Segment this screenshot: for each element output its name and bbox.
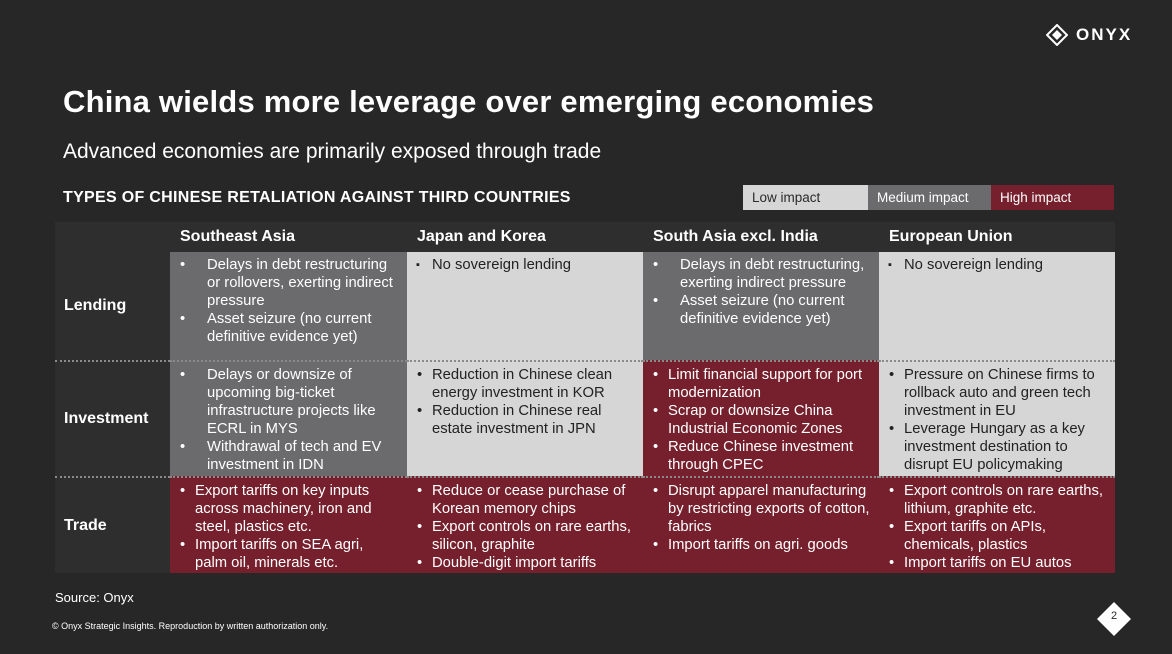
- bullet-item: Disrupt apparel manufacturing by restric…: [651, 482, 871, 536]
- bullet-list: Export tariffs on key inputs across mach…: [178, 482, 399, 572]
- matrix-cell: Export controls on rare earths, lithium,…: [879, 476, 1115, 573]
- bullet-list: Delays in debt restructuring, exerting i…: [651, 256, 871, 328]
- copyright-note: © Onyx Strategic Insights. Reproduction …: [52, 621, 329, 631]
- bullet-item: Export controls on rare earths, silicon,…: [415, 518, 635, 554]
- bullet-item: Import tariffs on SEA agri, palm oil, mi…: [178, 536, 399, 572]
- matrix-cell: No sovereign lending: [879, 252, 1115, 360]
- bullet-list: Pressure on Chinese firms to rollback au…: [887, 366, 1107, 474]
- bullet-list: Delays in debt restructuring or rollover…: [178, 256, 399, 346]
- bullet-list: Reduction in Chinese clean energy invest…: [415, 366, 635, 438]
- legend-high-impact: High impact: [991, 185, 1114, 210]
- bullet-item: Withdrawal of tech and EV investment in …: [178, 438, 399, 474]
- column-header: European Union: [879, 222, 1115, 252]
- bullet-item: Export tariffs on APIs, chemicals, plast…: [887, 518, 1107, 554]
- legend-medium-impact: Medium impact: [868, 185, 991, 210]
- brand-name: ONYX: [1076, 25, 1133, 44]
- matrix-cell: Disrupt apparel manufacturing by restric…: [643, 476, 879, 573]
- column-header: South Asia excl. India: [643, 222, 879, 252]
- legend-low-impact: Low impact: [743, 185, 868, 210]
- bullet-item: Reduction in Chinese clean energy invest…: [415, 366, 635, 402]
- column-header: Japan and Korea: [407, 222, 643, 252]
- bullet-list: Delays or downsize of upcoming big-ticke…: [178, 366, 399, 474]
- bullet-item: Export tariffs on key inputs across mach…: [178, 482, 399, 536]
- matrix-cell: No sovereign lending: [407, 252, 643, 360]
- bullet-item: Delays in debt restructuring or rollover…: [178, 256, 399, 310]
- bullet-list: Export controls on rare earths, lithium,…: [887, 482, 1107, 572]
- row-label: Lending: [55, 252, 170, 360]
- bullet-item: Scrap or downsize China Industrial Econo…: [651, 402, 871, 438]
- bullet-item: Reduce or cease purchase of Korean memor…: [415, 482, 635, 518]
- bullet-item: Delays in debt restructuring, exerting i…: [651, 256, 871, 292]
- onyx-logo: ONYX: [1046, 24, 1132, 46]
- row-label: Investment: [55, 360, 170, 476]
- matrix-cell: Pressure on Chinese firms to rollback au…: [879, 360, 1115, 476]
- impact-legend: Low impact Medium impact High impact: [743, 185, 1114, 210]
- bullet-item: Limit financial support for port moderni…: [651, 366, 871, 402]
- matrix-cell: Export tariffs on key inputs across mach…: [170, 476, 407, 573]
- page-number-diamond-icon: [1097, 602, 1131, 636]
- section-heading: TYPES OF CHINESE RETALIATION AGAINST THI…: [63, 189, 571, 206]
- matrix-cell: Limit financial support for port moderni…: [643, 360, 879, 476]
- bullet-item: Delays or downsize of upcoming big-ticke…: [178, 366, 399, 438]
- bullet-list: Disrupt apparel manufacturing by restric…: [651, 482, 871, 554]
- bullet-list: Reduce or cease purchase of Korean memor…: [415, 482, 635, 572]
- column-header: Southeast Asia: [170, 222, 407, 252]
- page-number: 2: [1110, 610, 1118, 622]
- bullet-list: No sovereign lending: [415, 256, 635, 274]
- bullet-item: Asset seizure (no current definitive evi…: [651, 292, 871, 328]
- matrix-corner: [55, 222, 170, 252]
- bullet-list: No sovereign lending: [887, 256, 1107, 274]
- page-title: China wields more leverage over emerging…: [63, 84, 875, 119]
- bullet-item: No sovereign lending: [887, 256, 1107, 274]
- matrix-cell: Delays or downsize of upcoming big-ticke…: [170, 360, 407, 476]
- diamond-logo-icon: [1046, 24, 1068, 46]
- bullet-item: Leverage Hungary as a key investment des…: [887, 420, 1107, 474]
- retaliation-matrix: Southeast Asia Japan and Korea South Asi…: [55, 222, 1115, 573]
- bullet-item: Reduce Chinese investment through CPEC: [651, 438, 871, 474]
- source-note: Source: Onyx: [55, 590, 134, 605]
- bullet-item: Double-digit import tariffs: [415, 554, 635, 572]
- bullet-item: Import tariffs on agri. goods: [651, 536, 871, 554]
- bullet-item: Pressure on Chinese firms to rollback au…: [887, 366, 1107, 420]
- page-subtitle: Advanced economies are primarily exposed…: [63, 140, 602, 163]
- bullet-item: Import tariffs on EU autos: [887, 554, 1107, 572]
- bullet-item: Export controls on rare earths, lithium,…: [887, 482, 1107, 518]
- bullet-item: Reduction in Chinese real estate investm…: [415, 402, 635, 438]
- bullet-item: No sovereign lending: [415, 256, 635, 274]
- matrix-cell: Reduce or cease purchase of Korean memor…: [407, 476, 643, 573]
- matrix-cell: Delays in debt restructuring, exerting i…: [643, 252, 879, 360]
- matrix-cell: Reduction in Chinese clean energy invest…: [407, 360, 643, 476]
- bullet-item: Asset seizure (no current definitive evi…: [178, 310, 399, 346]
- matrix-cell: Delays in debt restructuring or rollover…: [170, 252, 407, 360]
- bullet-list: Limit financial support for port moderni…: [651, 366, 871, 474]
- row-label: Trade: [55, 476, 170, 573]
